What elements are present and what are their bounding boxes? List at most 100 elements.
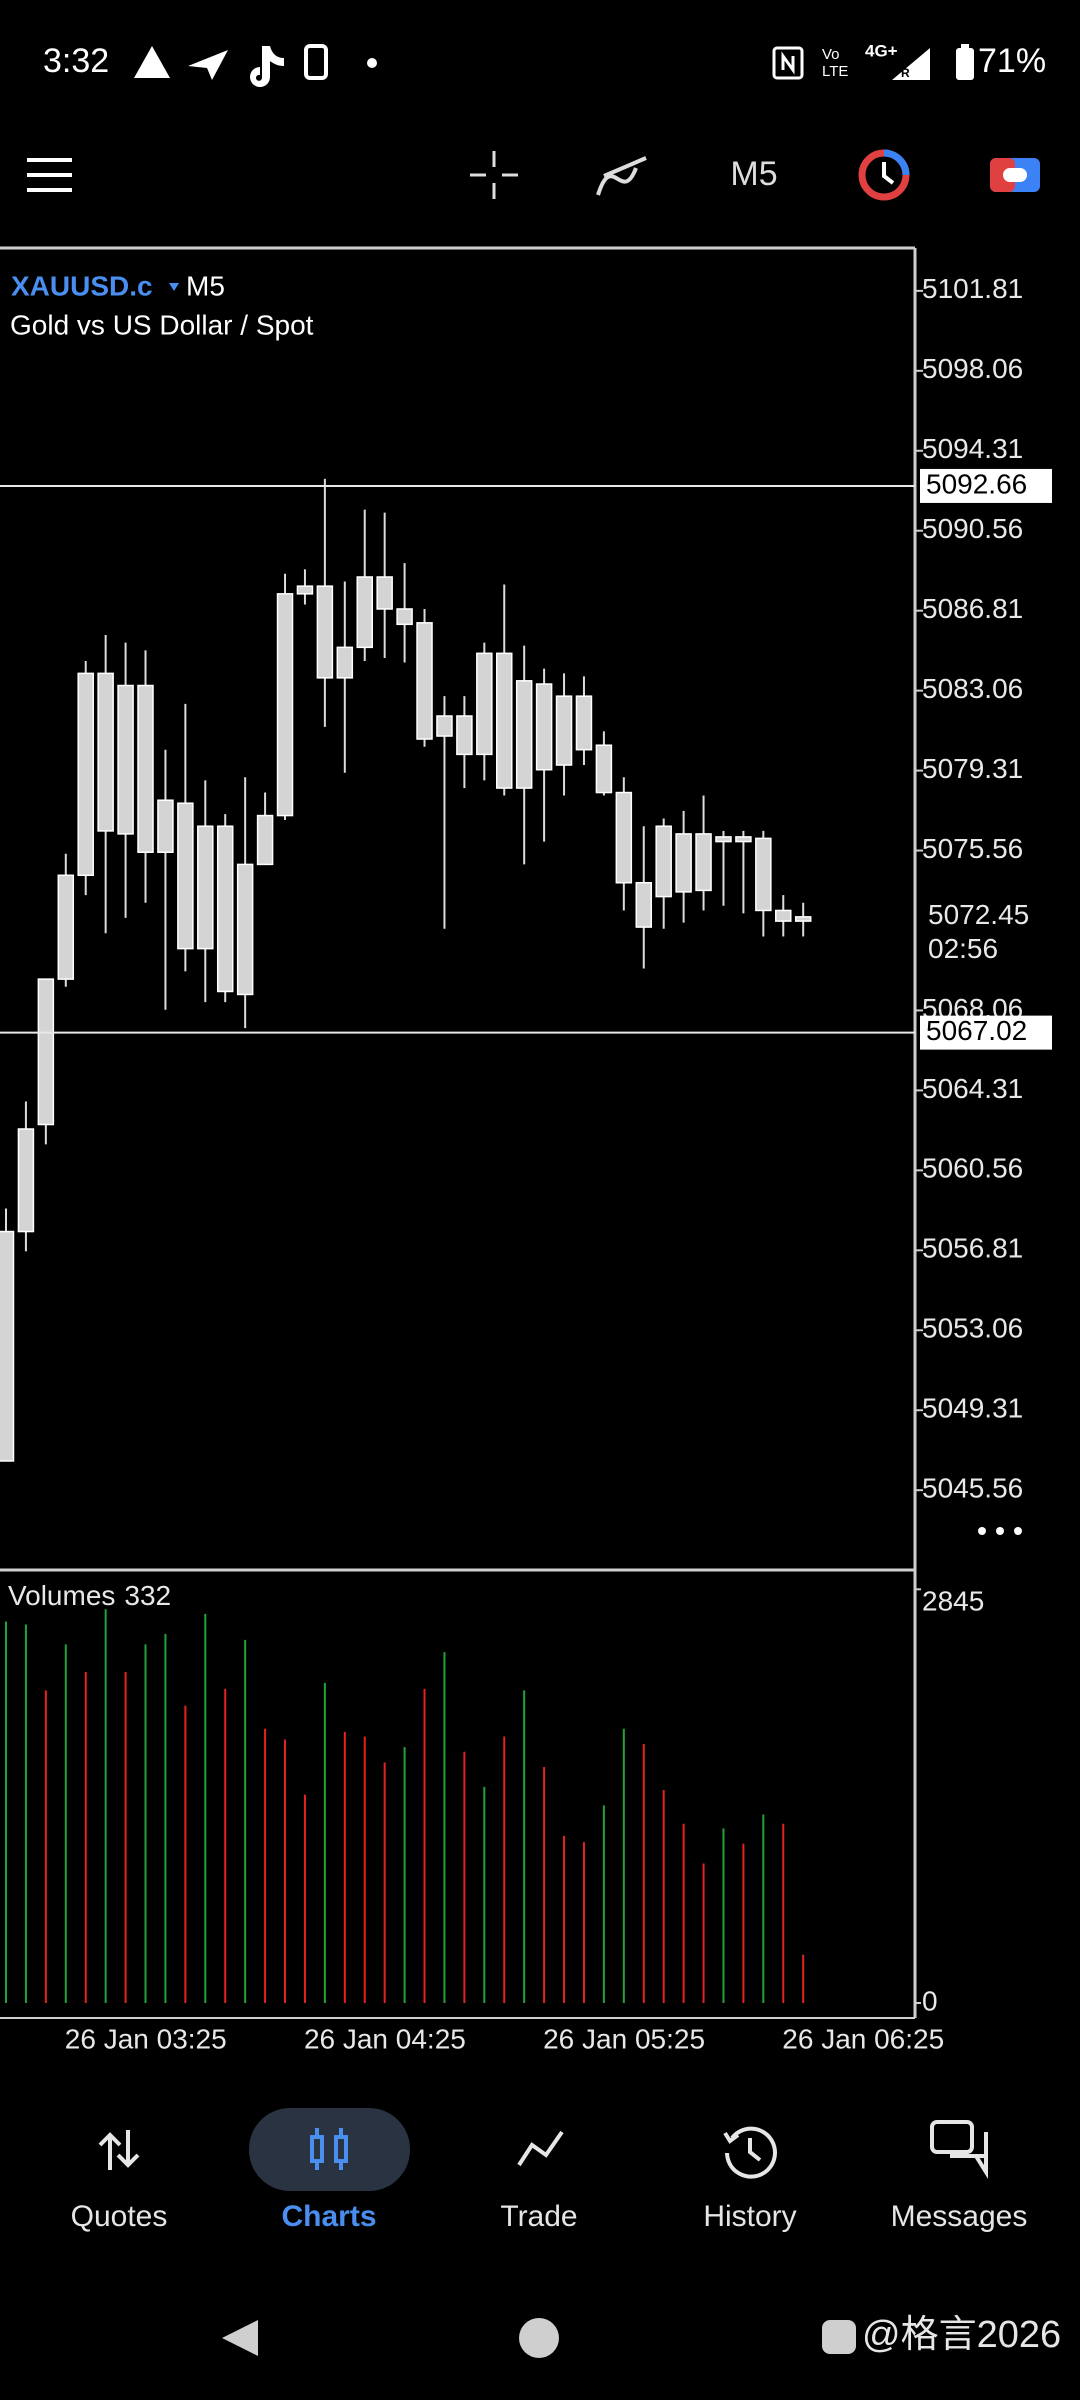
candle-body [675, 833, 692, 893]
candle-body [735, 836, 752, 843]
candle-body [276, 593, 294, 817]
x-tick-label: 26 Jan 04:25 [304, 2023, 466, 2054]
messages-icon[interactable] [930, 2120, 988, 2179]
back-button[interactable] [222, 2320, 258, 2356]
charts-icon[interactable] [310, 2128, 348, 2170]
x-tick-label: 26 Jan 06:25 [782, 2023, 944, 2054]
y-tick-label: 5060.56 [922, 1153, 1023, 1184]
watermark: @格言2026 [862, 2314, 1061, 2356]
candle-body [97, 672, 114, 832]
y-tick-label: 5098.06 [922, 353, 1023, 384]
chart-timeframe: M5 [186, 270, 225, 301]
active-tab-highlight [249, 2108, 410, 2191]
candle-body [37, 978, 55, 1126]
candle-body [755, 837, 772, 912]
candle-body [794, 916, 812, 922]
candle-body [595, 744, 613, 794]
volte-top: Vo [822, 46, 840, 63]
watermark-logo [822, 2320, 856, 2354]
roaming: R [901, 66, 910, 80]
candle-body [515, 680, 533, 789]
menu-button[interactable] [27, 158, 72, 192]
volume-name: Volumes [8, 1580, 115, 1611]
home-button[interactable] [519, 2318, 559, 2358]
candle-body [256, 814, 274, 866]
battery-cap [961, 44, 969, 49]
nav-label[interactable]: History [703, 2200, 796, 2233]
trade-icon[interactable] [517, 2130, 564, 2167]
more-button[interactable] [978, 1527, 1022, 1535]
candle-body [416, 622, 433, 740]
network-type: 4G+ [865, 41, 898, 60]
candle-body [456, 715, 473, 756]
level-label: 5067.02 [926, 1015, 1027, 1046]
quotes-icon[interactable] [98, 2130, 140, 2170]
candle-body [17, 1128, 35, 1233]
bottom-nav: Quotes Charts Trade History Messages [71, 2200, 1028, 2233]
nav-label[interactable]: Quotes [71, 2200, 168, 2233]
candle-body [137, 684, 154, 853]
candle-body [356, 576, 373, 649]
clock-button[interactable] [858, 149, 910, 201]
tiktok-icon [250, 46, 284, 87]
volte-bottom: LTE [822, 63, 848, 80]
level-label-box [920, 1015, 1052, 1050]
nfc-icon [772, 46, 804, 80]
symbol[interactable]: XAUUSD.c [11, 270, 153, 301]
crosshair-button[interactable] [470, 151, 518, 199]
nav-label[interactable]: Trade [500, 2200, 577, 2233]
chart-subtitle: Gold vs US Dollar / Spot [10, 309, 314, 340]
last-price-box [920, 898, 1052, 969]
phone-icon [304, 44, 328, 80]
candle-body [236, 863, 254, 996]
status-time: 3:32 [43, 42, 109, 80]
symbol-dropdown[interactable] [169, 283, 179, 291]
candle-body [695, 833, 712, 892]
candle-body [77, 672, 94, 877]
y-tick-label: 5049.31 [922, 1393, 1023, 1424]
battery-level: 71% [978, 42, 1046, 80]
y-tick-label: 5094.31 [922, 433, 1023, 464]
y-tick-label: 5090.56 [922, 513, 1023, 544]
candle-body [296, 585, 314, 595]
candle-body [575, 695, 593, 751]
x-tick-label: 26 Jan 03:25 [65, 2023, 227, 2054]
nav-label[interactable]: Charts [281, 2200, 376, 2233]
candle-body [117, 684, 134, 835]
candle-body [216, 825, 234, 993]
volume-label: Volumes 332 [8, 1580, 171, 1611]
candle-body [57, 874, 75, 980]
volume-last: 332 [124, 1580, 171, 1611]
candle-body [496, 652, 513, 789]
volume-tick-label: 2845 [922, 1586, 984, 1617]
plot: 5101.81 5098.06 5094.31 5090.56 5086.81 5083.… [0, 273, 1052, 2054]
candle-body [177, 802, 194, 950]
y-tick-label: 5056.81 [922, 1233, 1023, 1264]
signal-icon [892, 48, 930, 80]
y-tick-label: 5045.56 [922, 1473, 1023, 1504]
candle-body [775, 909, 792, 922]
chart-frame [0, 246, 917, 2019]
trade-toggle-button[interactable] [990, 158, 1040, 192]
dot-icon [367, 58, 377, 68]
candle-body [535, 683, 553, 771]
nfc-mark [781, 51, 795, 75]
send-icon [188, 50, 228, 80]
candle-body [655, 825, 672, 898]
status-icons [134, 44, 974, 87]
history-icon[interactable] [723, 2126, 777, 2179]
y-tick-label: 5101.81 [922, 273, 1023, 304]
candle-body [197, 825, 214, 950]
nav-label[interactable]: Messages [891, 2200, 1028, 2233]
battery-icon [956, 48, 974, 80]
candle-body [635, 881, 653, 928]
last-price: 5072.45 [928, 899, 1029, 930]
indicators-button[interactable] [596, 156, 647, 196]
y-tick-label: 5053.06 [922, 1313, 1023, 1344]
bar-timer: 02:56 [928, 933, 998, 964]
candle-body [555, 695, 573, 766]
candle-body [336, 646, 354, 679]
candle-body [157, 799, 174, 853]
timeframe-button[interactable]: M5 [730, 155, 777, 193]
